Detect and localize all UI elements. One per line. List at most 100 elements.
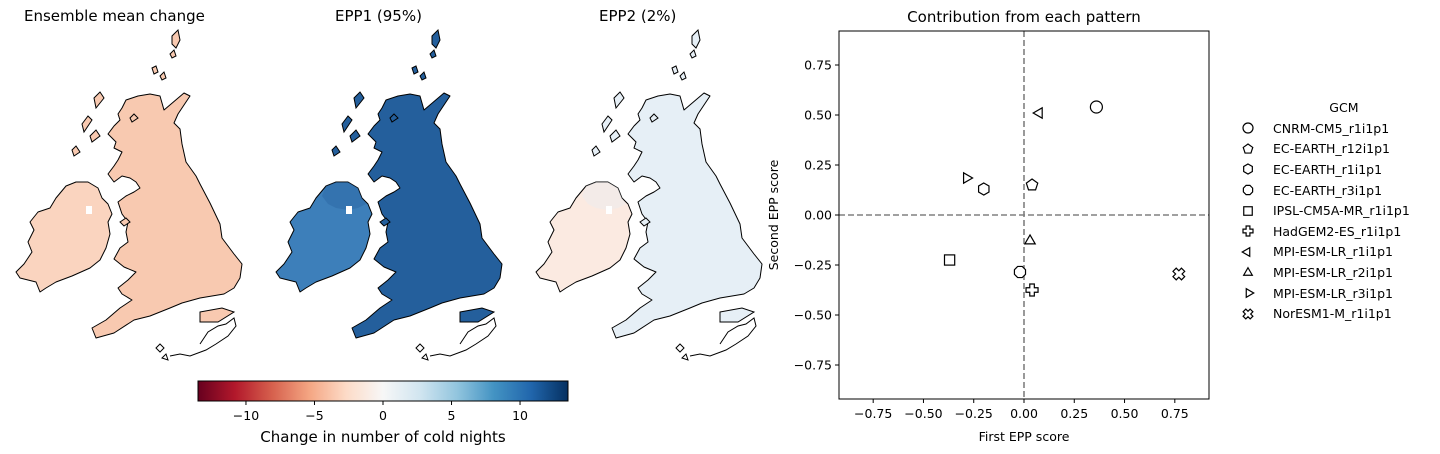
legend-marker-triangle-left — [1241, 246, 1251, 258]
map-title-epp2: EPP2 (2%) — [599, 7, 677, 25]
x-axis-label: First EPP score — [979, 429, 1070, 444]
legend-item: MPI-ESM-LR_r3i1p1 — [1238, 283, 1410, 304]
reference-lines — [839, 31, 1209, 399]
island-outline — [719, 307, 756, 323]
x-tick-label: 0.00 — [1010, 406, 1038, 421]
map-title-ensemble-mean: Ensemble mean change — [24, 7, 205, 25]
legend-label: NorESM1-M_r1i1p1 — [1273, 306, 1392, 322]
x-tick-label: −0.75 — [854, 406, 892, 421]
island-outline — [331, 145, 341, 157]
data-point-mpi-esm-lr_r3i1p1 — [962, 171, 974, 185]
y-tick-label: 0.50 — [804, 108, 832, 123]
island-outline — [129, 113, 139, 123]
coastline-fragment — [681, 353, 689, 361]
data-point-mpi-esm-lr_r2i1p1 — [1023, 233, 1037, 245]
coastline-fragment — [169, 317, 237, 357]
island-outline — [389, 113, 399, 123]
legend-marker-x-filled — [1242, 307, 1254, 320]
missing-data-cell — [86, 206, 92, 214]
island-outline — [159, 71, 167, 81]
x-tick-label: 0.25 — [1060, 406, 1088, 421]
island-outline — [649, 113, 659, 123]
legend-marker-circle — [1242, 122, 1254, 134]
island-outline — [89, 129, 101, 143]
island-outline — [81, 115, 93, 134]
legend-marker-hexagon — [1243, 163, 1253, 176]
y-tick-label: −0.75 — [794, 358, 832, 373]
legend-marker — [1243, 205, 1253, 216]
legend-marker — [1241, 246, 1251, 258]
legend-item: MPI-ESM-LR_r2i1p1 — [1238, 262, 1410, 283]
great-britain-outline — [91, 92, 243, 339]
colorbar-ticks: −10 −5 0 5 10 — [233, 401, 528, 423]
legend-marker-square — [1243, 205, 1253, 216]
island-outline — [341, 115, 353, 134]
island-outline — [419, 71, 427, 81]
legend: GCM CNRM-CM5_r1i1p1 EC-EARTH_r12i1p1 EC-EA… — [1238, 100, 1410, 324]
colorbar-tick-label: 10 — [512, 408, 528, 423]
map-epp1 — [275, 28, 503, 361]
y-axis-label: Second EPP score — [766, 159, 781, 270]
island-outline — [199, 307, 236, 323]
data-point-ipsl-cm5a-mr_r1i1p1 — [943, 254, 956, 266]
y-tick-label: −0.50 — [794, 308, 832, 323]
colorbar-tick-label: 0 — [379, 408, 387, 423]
island-outline — [691, 28, 701, 49]
coastline-fragment — [161, 353, 169, 361]
island-outline — [169, 49, 177, 59]
legend-item: EC-EARTH_r12i1p1 — [1238, 139, 1410, 160]
data-point-cnrm-cm5_r1i1p1 — [1089, 100, 1103, 114]
legend-marker — [1243, 163, 1253, 176]
x-tick-label: 0.75 — [1161, 406, 1189, 421]
colorbar-label: Change in number of cold nights — [260, 428, 506, 446]
legend-item: EC-EARTH_r3i1p1 — [1238, 180, 1410, 201]
data-point-ec-earth_r3i1p1 — [1013, 265, 1027, 279]
x-tick-label: 0.50 — [1111, 406, 1139, 421]
island-outline — [591, 145, 601, 157]
legend-marker — [1242, 143, 1254, 154]
legend-marker — [1242, 225, 1254, 237]
island-outline — [459, 307, 496, 323]
legend-marker-octagon — [1242, 184, 1254, 196]
legend-label: MPI-ESM-LR_r3i1p1 — [1273, 285, 1393, 301]
scatter-chart: Contribution from each pattern −0.75 −0.5… — [766, 8, 1210, 444]
legend-item: NorESM1-M_r1i1p1 — [1238, 303, 1410, 324]
coastline-fragment — [689, 317, 757, 357]
island-outline — [601, 115, 613, 134]
legend-marker — [1242, 122, 1254, 134]
coastline-fragment — [415, 343, 425, 353]
data-point-hadgem2-es_r1i1p1 — [1025, 283, 1039, 297]
y-tick-label: 0.25 — [804, 158, 832, 173]
legend-marker — [1242, 307, 1254, 320]
island-outline — [171, 28, 181, 49]
island-outline — [613, 91, 625, 110]
legend-item: EC-EARTH_r1i1p1 — [1238, 159, 1410, 180]
island-outline — [679, 71, 687, 81]
legend-label: IPSL-CM5A-MR_r1i1p1 — [1273, 203, 1410, 219]
legend-marker-triangle-up — [1242, 267, 1254, 277]
island-outline — [119, 217, 131, 227]
legend-label: EC-EARTH_r12i1p1 — [1273, 141, 1391, 157]
data-point-noresm1-m_r1i1p1 — [1172, 267, 1186, 281]
island-outline — [349, 129, 361, 143]
island-outline — [353, 91, 365, 110]
y-tick-label: −0.25 — [794, 258, 832, 273]
legend-item: IPSL-CM5A-MR_r1i1p1 — [1238, 200, 1410, 221]
data-point-ec-earth_r12i1p1 — [1025, 178, 1039, 191]
data-point-ec-earth_r1i1p1 — [977, 182, 990, 196]
legend-label: EC-EARTH_r1i1p1 — [1273, 161, 1383, 177]
legend-marker — [1245, 287, 1255, 299]
legend-label: MPI-ESM-LR_r2i1p1 — [1273, 264, 1393, 280]
colorbar-tick-label: −10 — [233, 408, 259, 423]
colorbar-gradient — [197, 380, 569, 402]
island-outline — [93, 91, 105, 110]
legend-item: CNRM-CM5_r1i1p1 — [1238, 118, 1410, 139]
coastline-fragment — [675, 343, 685, 353]
coastline-fragment — [421, 353, 429, 361]
legend-label: MPI-ESM-LR_r1i1p1 — [1273, 244, 1393, 260]
coastline-fragment — [155, 343, 165, 353]
legend-marker-plus — [1242, 225, 1254, 237]
map-ensemble-mean — [15, 28, 243, 361]
data-point-mpi-esm-lr_r1i1p1 — [1031, 106, 1043, 120]
island-outline — [639, 217, 651, 227]
